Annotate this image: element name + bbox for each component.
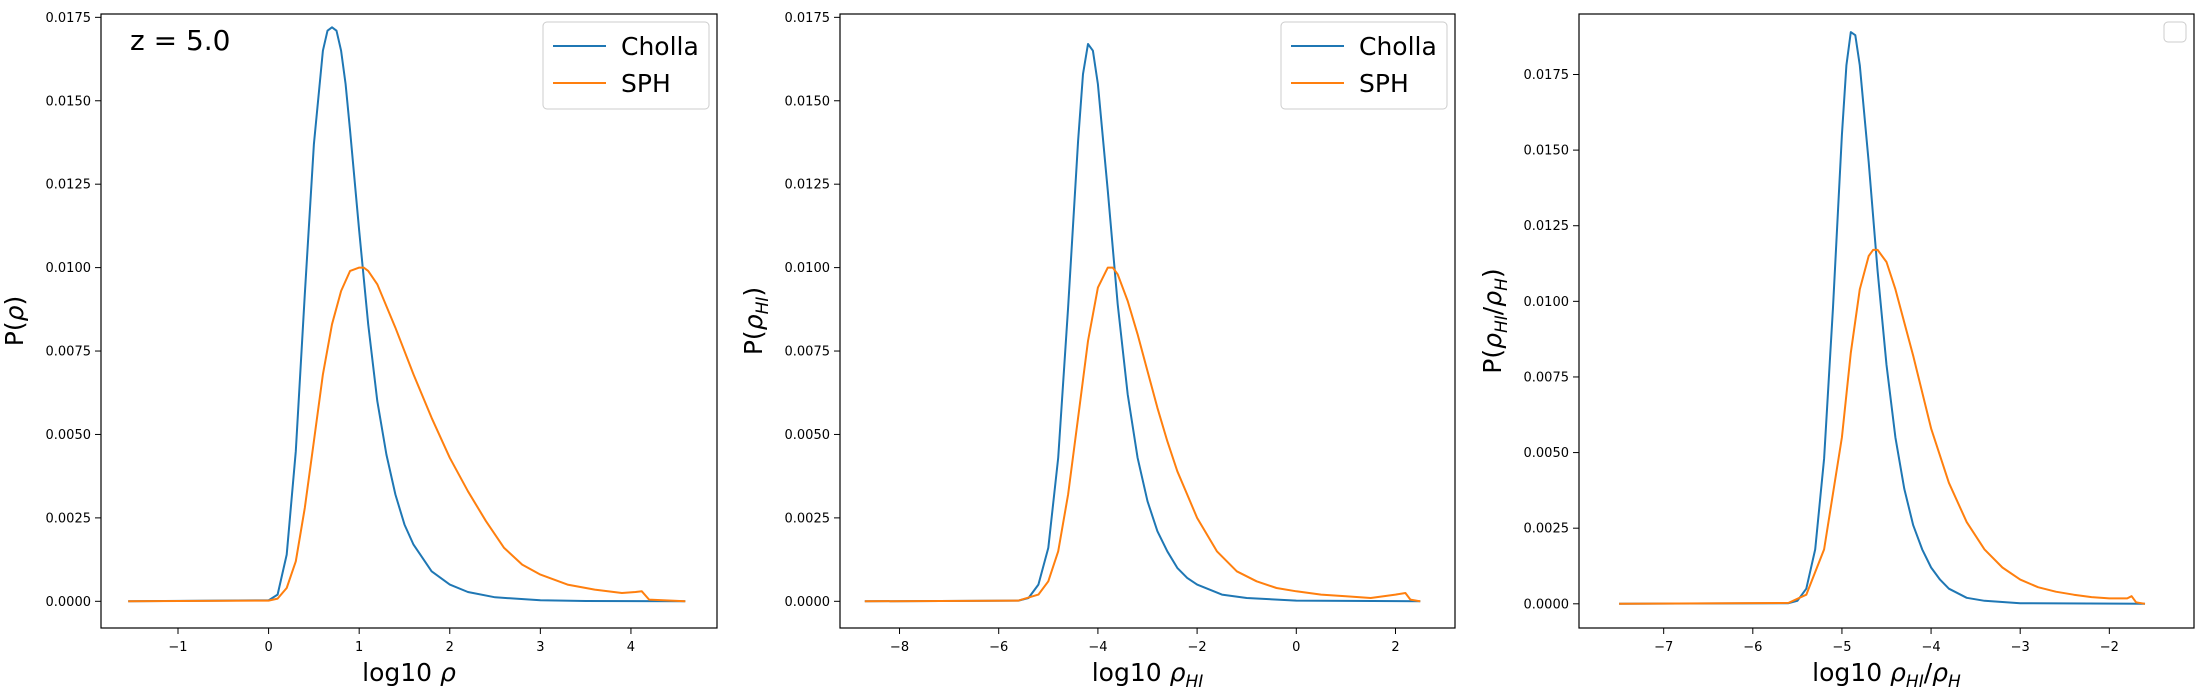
x-tick-label: −6 [1743,640,1762,655]
y-axis-label: P(ρ) [0,296,29,346]
axes-frame [1578,13,2195,629]
axes-frame [100,13,718,629]
y-tick-label: 0.0075 [1524,370,1570,385]
series-line-cholla [1619,31,2146,605]
x-tick-label: 1 [355,640,363,655]
y-tick-label: 0.0075 [785,345,831,360]
legend-label-sph: SPH [1359,69,1409,98]
x-tick-label: −7 [1654,640,1673,655]
x-tick-label: −4 [1921,640,1940,655]
x-tick-label: −2 [2100,640,2119,655]
x-axis-label: log10 ρHI​/ρH​ [1812,658,1961,692]
y-tick-label: 0.0100 [785,261,831,276]
x-tick-label: 4 [627,640,635,655]
x-tick-label: −3 [2011,640,2030,655]
y-tick-label: 0.0000 [785,595,831,610]
y-axis-label: P(ρHI​) [739,287,773,355]
x-tick-label: 0 [264,640,272,655]
axes-frame [839,13,1456,629]
chart-panel-2: −8 −6 −4 −2 0 2 0.0000 0.0025 0.0050 0.0075 0.0100… [739,11,1456,692]
x-tick-label: −8 [890,640,909,655]
series-line-sph [864,266,1421,603]
y-tick-label: 0.0150 [1524,144,1570,159]
legend: Cholla SPH [1280,21,1448,110]
x-tick-label: 2 [1391,640,1399,655]
x-tick-label: −2 [1188,640,1207,655]
x-tick-label: 0 [1292,640,1300,655]
x-axis-label: log10 ρ [362,658,456,687]
y-tick-label: 0.0175 [1524,68,1570,83]
legend-label-cholla: Cholla [621,32,699,61]
y-tick-label: 0.0175 [785,11,831,26]
legend-empty [2163,21,2187,43]
legend: Cholla SPH [542,21,710,110]
y-tick-label: 0.0100 [46,261,92,276]
series-line-sph [128,266,686,603]
x-tick-label: −6 [989,640,1008,655]
y-tick-label: 0.0000 [46,595,92,610]
y-tick-label: 0.0000 [1524,597,1570,612]
legend-label-cholla: Cholla [1359,32,1437,61]
legend-label-sph: SPH [621,69,671,98]
x-axis-label: log10 ρHI​ [1092,658,1204,692]
y-tick-label: 0.0125 [46,178,92,193]
series-line-cholla [128,26,686,603]
y-tick-label: 0.0100 [1524,295,1570,310]
y-axis-label: P(ρHI​/ρH​) [1478,268,1512,373]
y-tick-label: 0.0075 [46,345,92,360]
y-tick-label: 0.0050 [46,428,92,443]
y-tick-label: 0.0025 [785,511,831,526]
y-tick-label: 0.0025 [46,511,92,526]
x-tick-label: −1 [168,640,187,655]
y-tick-label: 0.0125 [785,178,831,193]
y-tick-label: 0.0125 [1524,219,1570,234]
y-tick-label: 0.0050 [785,428,831,443]
y-tick-label: 0.0025 [1524,522,1570,537]
y-tick-label: 0.0150 [785,94,831,109]
chart-panel-3: −7 −6 −5 −4 −3 −2 0.0000 0.0025 0.0050 0.0075 0.01… [1478,13,2195,692]
y-tick-label: 0.0150 [46,94,92,109]
series-line-cholla [864,43,1421,603]
y-tick-label: 0.0175 [46,11,92,26]
x-tick-label: −4 [1088,640,1107,655]
chart-panel-1: −1 0 1 2 3 4 0.0000 0.0025 0.0050 0.0075 0.0100 0.0… [0,11,718,687]
series-line-sph [1619,248,2146,605]
x-tick-label: −5 [1832,640,1851,655]
x-tick-label: 3 [536,640,544,655]
redshift-annotation: z = 5.0 [130,24,231,57]
x-tick-label: 2 [446,640,454,655]
y-tick-label: 0.0050 [1524,446,1570,461]
